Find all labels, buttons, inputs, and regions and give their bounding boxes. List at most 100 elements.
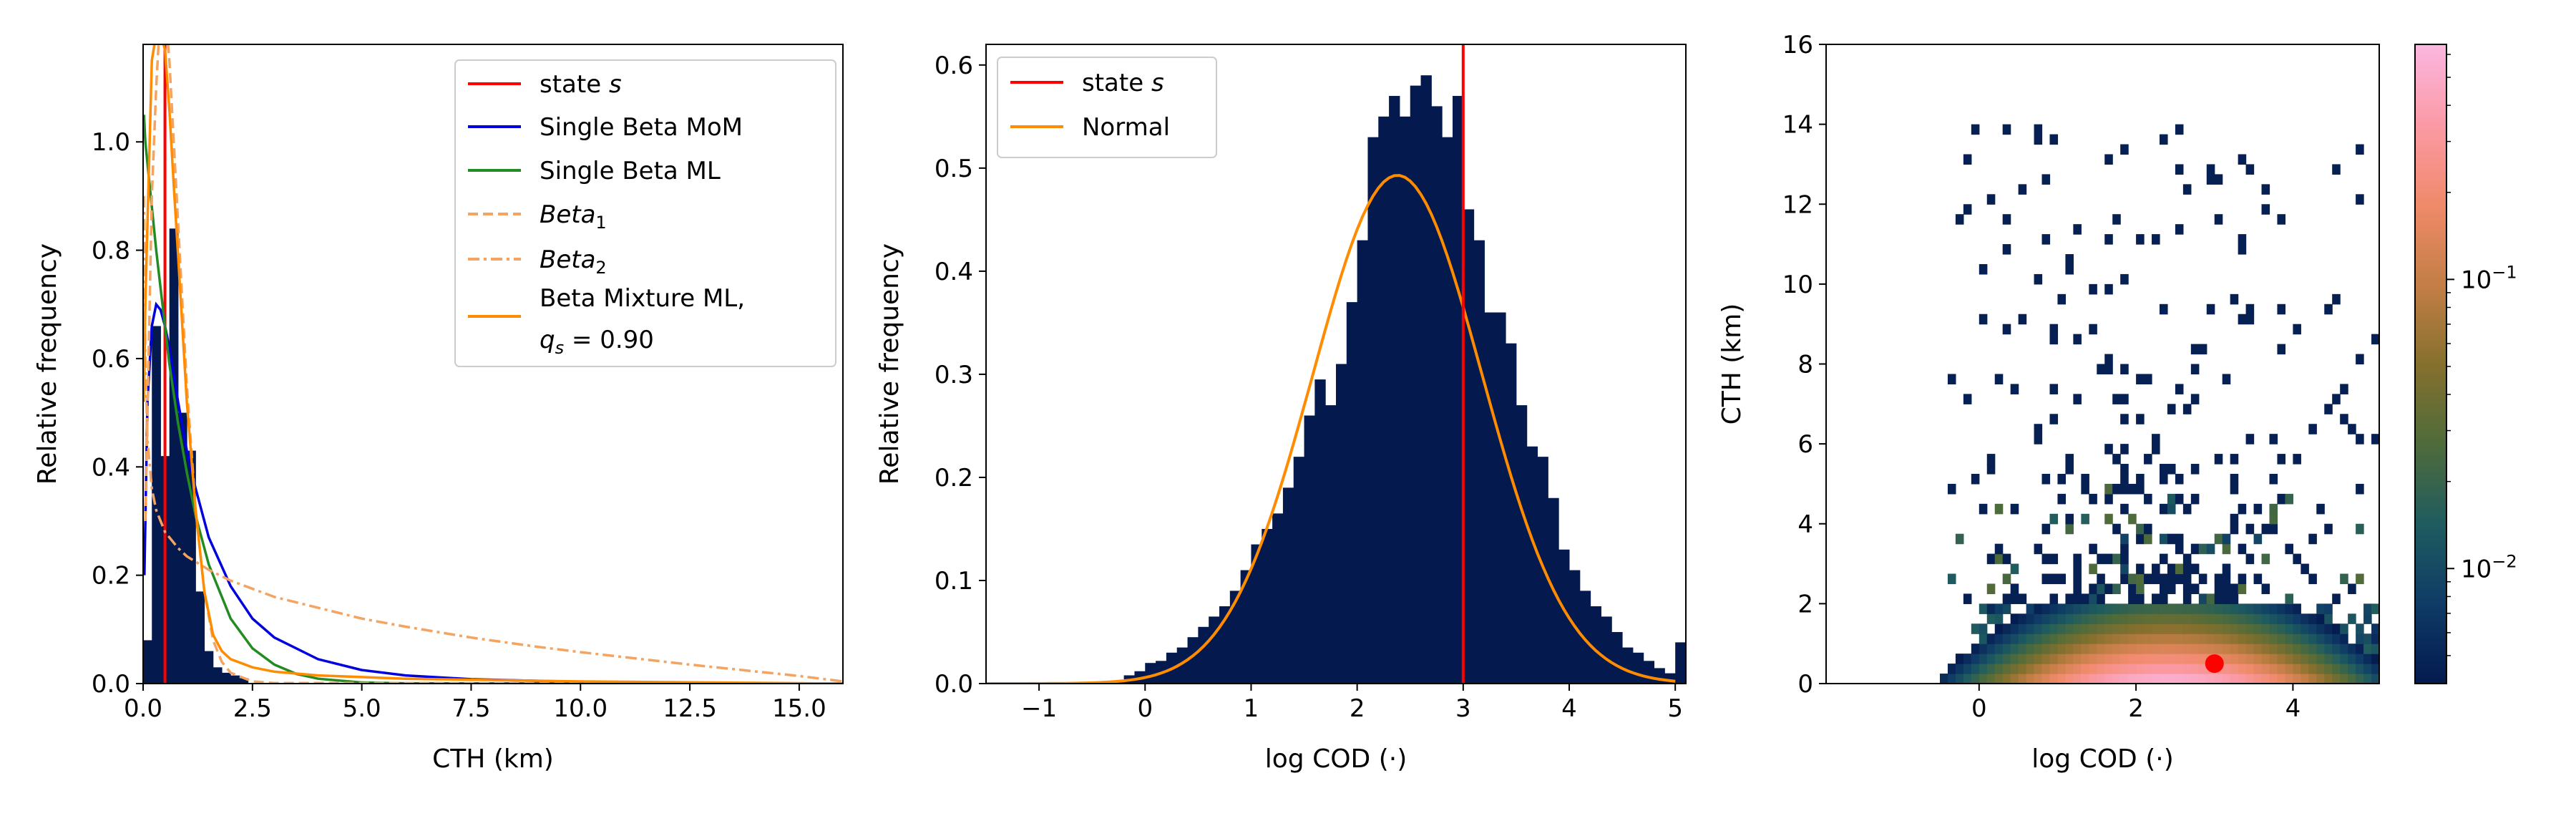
heatmap-cell bbox=[2356, 633, 2364, 644]
heatmap-cell bbox=[2277, 633, 2285, 644]
heatmap-cell bbox=[2065, 674, 2074, 684]
heatmap-cell bbox=[2215, 623, 2223, 634]
heatmap-cell bbox=[2191, 633, 2200, 644]
heatmap-cell bbox=[2207, 613, 2215, 624]
x-tick-label: 15.0 bbox=[772, 694, 826, 723]
histogram-bar bbox=[1400, 117, 1410, 684]
heatmap-cell bbox=[1979, 623, 1988, 634]
heatmap-cell bbox=[2191, 494, 2200, 505]
heatmap-cell bbox=[2230, 514, 2239, 525]
heatmap-cell bbox=[2308, 643, 2317, 654]
heatmap-cell bbox=[2065, 654, 2074, 664]
heatmap-cell bbox=[2081, 674, 2089, 684]
heatmap-cell bbox=[2340, 623, 2348, 634]
x-tick-label: 4 bbox=[1561, 694, 1577, 723]
y-tick-label: 4 bbox=[1797, 510, 1813, 539]
heatmap-cell bbox=[2019, 314, 2027, 325]
heatmap-cell bbox=[1995, 674, 2004, 684]
heatmap-cell bbox=[2262, 184, 2270, 195]
heatmap-cell bbox=[2285, 494, 2293, 505]
heatmap-cell bbox=[1979, 264, 1988, 275]
y-axis-label-heatmap: CTH (km) bbox=[1717, 303, 1747, 425]
heatmap-cell bbox=[2183, 184, 2192, 195]
heatmap-cell bbox=[2371, 633, 2380, 644]
heatmap-cell bbox=[2152, 643, 2160, 654]
heatmap-cell bbox=[2011, 613, 2019, 624]
heatmap-cell bbox=[2262, 524, 2270, 535]
heatmap-cell bbox=[2230, 454, 2239, 465]
heatmap-cell bbox=[1979, 633, 1988, 644]
heatmap-cell bbox=[2026, 654, 2035, 664]
heatmap-cell bbox=[2308, 623, 2317, 634]
heatmap-cell bbox=[2293, 454, 2301, 465]
heatmap-cell bbox=[2011, 674, 2019, 684]
heatmap-cell bbox=[2270, 603, 2278, 614]
heatmap-cell bbox=[2112, 583, 2121, 594]
heatmap-cell bbox=[2308, 674, 2317, 684]
heatmap-cell bbox=[2356, 354, 2364, 365]
heatmap-cell bbox=[2160, 554, 2168, 565]
heatmap-cell bbox=[2152, 234, 2160, 245]
heatmap-cell bbox=[2348, 674, 2356, 684]
heatmap-cell bbox=[2348, 613, 2356, 624]
heatmap-cell bbox=[2128, 603, 2137, 614]
heatmap-cell bbox=[2199, 623, 2207, 634]
heatmap-cell bbox=[2246, 654, 2255, 664]
heatmap-cell bbox=[2371, 674, 2380, 684]
heatmap-cell bbox=[2207, 623, 2215, 634]
heatmap-cell bbox=[2199, 344, 2207, 355]
heatmap-cell bbox=[2324, 664, 2333, 674]
heatmap-cell bbox=[2104, 583, 2113, 594]
heatmap-cell bbox=[2285, 643, 2293, 654]
heatmap-cell bbox=[2254, 504, 2263, 515]
heatmap-cell bbox=[2003, 603, 2011, 614]
colorbar-tick-exponent: −2 bbox=[2492, 551, 2517, 571]
heatmap-cell bbox=[2191, 643, 2200, 654]
heatmap-cell bbox=[2136, 623, 2145, 634]
heatmap-cell bbox=[2285, 654, 2293, 664]
heatmap-cell bbox=[2238, 643, 2247, 654]
heatmap-cell bbox=[2348, 583, 2356, 594]
heatmap-cell bbox=[2120, 474, 2129, 485]
heatmap-cell bbox=[2011, 384, 2019, 394]
heatmap-cell bbox=[2120, 564, 2129, 575]
heatmap-cell bbox=[2034, 125, 2043, 135]
heatmap-cell bbox=[2277, 654, 2285, 664]
heatmap-cell bbox=[2277, 214, 2285, 225]
heatmap-cell bbox=[2246, 623, 2255, 634]
heatmap-cell bbox=[1995, 374, 2004, 384]
heatmap-cell bbox=[2160, 603, 2168, 614]
heatmap-cell bbox=[2223, 574, 2231, 585]
heatmap-cell bbox=[2019, 643, 2027, 654]
heatmap-cell bbox=[2371, 664, 2380, 674]
heatmap-cell bbox=[2003, 214, 2011, 225]
histogram-bar bbox=[1325, 405, 1336, 684]
heatmap-cell bbox=[2144, 623, 2152, 634]
heatmap-cell bbox=[1956, 654, 1964, 664]
legend-label: Single Beta MoM bbox=[540, 113, 743, 142]
y-tick-label: 0.1 bbox=[935, 567, 973, 596]
heatmap-cell bbox=[2097, 603, 2105, 614]
heatmap-cell bbox=[2136, 664, 2145, 674]
heatmap-cell bbox=[2254, 603, 2263, 614]
legend-label: Normal bbox=[1082, 113, 1170, 142]
histogram-bar bbox=[195, 591, 205, 684]
heatmap-cell bbox=[1987, 664, 1996, 674]
heatmap-cell bbox=[2049, 554, 2058, 565]
heatmap-cell bbox=[2277, 613, 2285, 624]
heatmap-cell bbox=[2262, 603, 2270, 614]
heatmap-cell bbox=[2097, 633, 2105, 644]
heatmap-cell bbox=[2277, 454, 2285, 465]
heatmap-cell bbox=[2340, 654, 2348, 664]
heatmap-cell bbox=[2049, 324, 2058, 335]
heatmap-cell bbox=[2112, 674, 2121, 684]
heatmap-cell bbox=[2136, 583, 2145, 594]
heatmap-cell bbox=[2073, 674, 2082, 684]
legend-label-text: Beta bbox=[540, 246, 595, 274]
heatmap-cell bbox=[2112, 664, 2121, 674]
heatmap-cell bbox=[2136, 414, 2145, 424]
heatmap-cell bbox=[2026, 664, 2035, 674]
heatmap-cell bbox=[2089, 324, 2097, 335]
heatmap-cell bbox=[1979, 504, 1988, 515]
